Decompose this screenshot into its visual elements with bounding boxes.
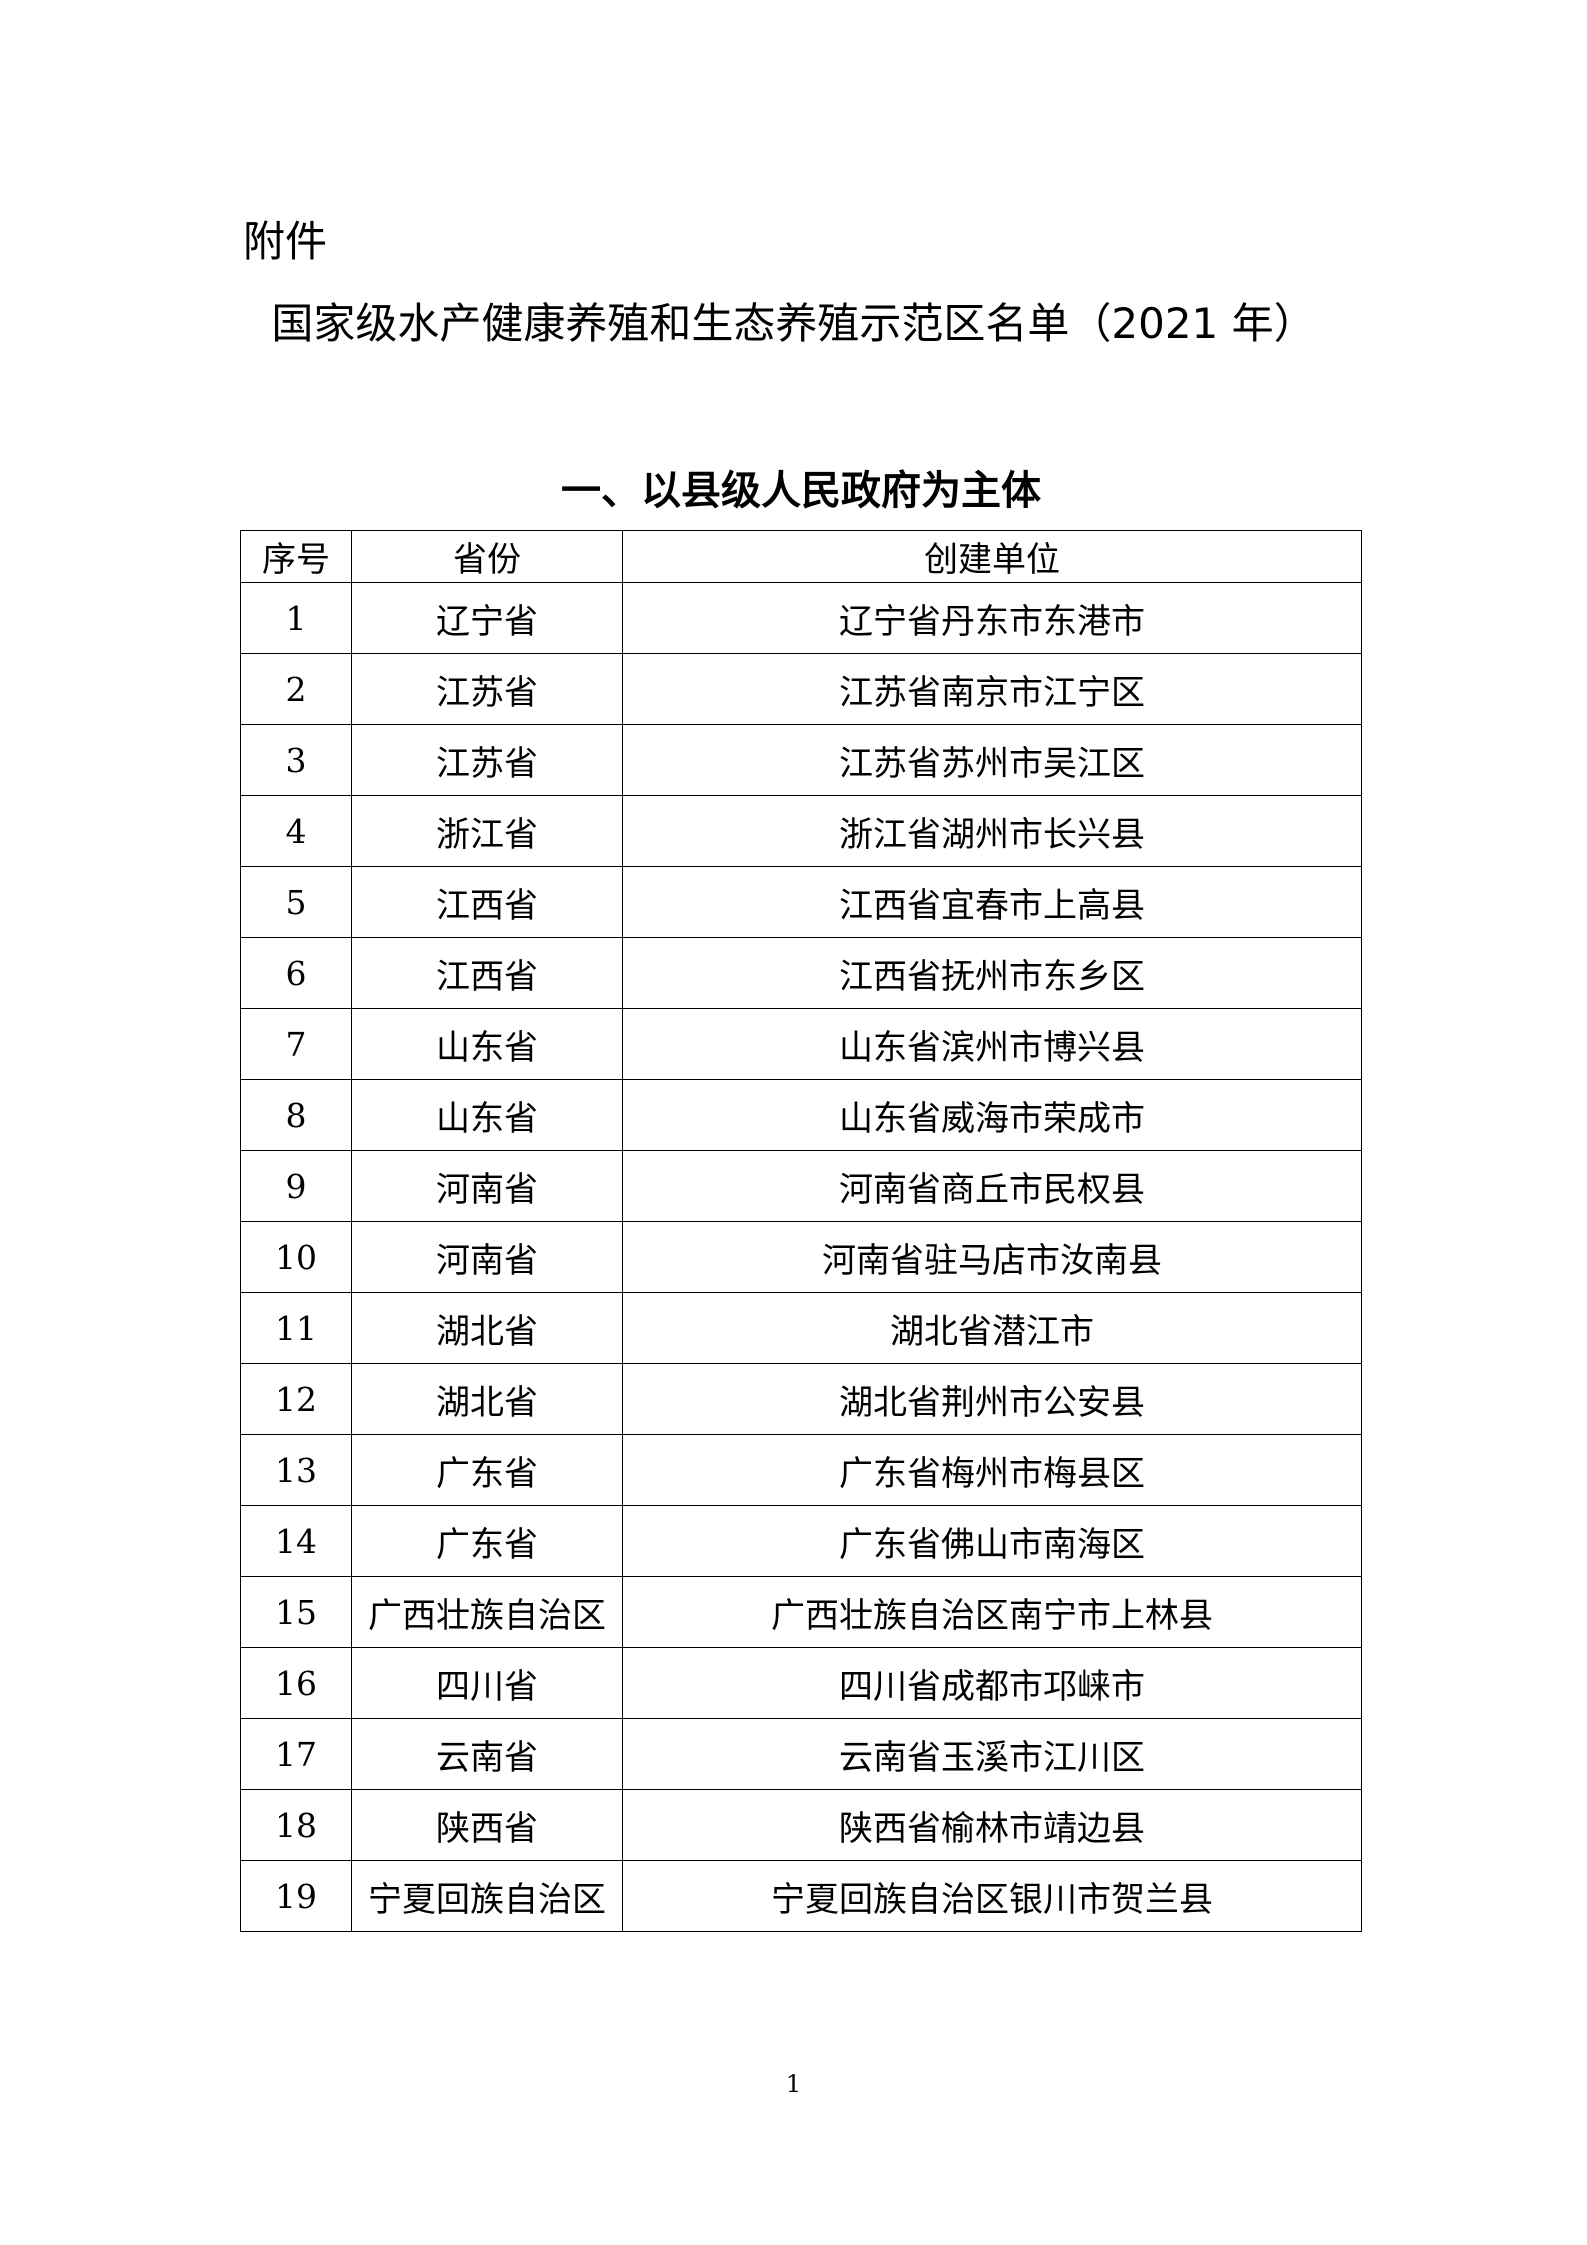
- cell-index: 9: [240, 1150, 352, 1222]
- cell-index: 6: [240, 937, 352, 1009]
- cell-province: 广东省: [351, 1434, 623, 1506]
- table-row: 11 湖北省 湖北省潜江市: [240, 1292, 1362, 1364]
- header-province: 省份: [351, 530, 623, 583]
- cell-province: 浙江省: [351, 795, 623, 867]
- cell-index: 5: [240, 866, 352, 938]
- table-row: 14 广东省 广东省佛山市南海区: [240, 1505, 1362, 1577]
- table-row: 7 山东省 山东省滨州市博兴县: [240, 1008, 1362, 1080]
- cell-province: 山东省: [351, 1079, 623, 1151]
- cell-unit: 江西省抚州市东乡区: [622, 937, 1362, 1009]
- cell-unit: 陕西省榆林市靖边县: [622, 1789, 1362, 1861]
- cell-unit: 云南省玉溪市江川区: [622, 1718, 1362, 1790]
- cell-index: 1: [240, 582, 352, 654]
- cell-index: 17: [240, 1718, 352, 1790]
- cell-index: 15: [240, 1576, 352, 1648]
- table-row: 1 辽宁省 辽宁省丹东市东港市: [240, 582, 1362, 654]
- table-row: 15 广西壮族自治区 广西壮族自治区南宁市上林县: [240, 1576, 1362, 1648]
- cell-index: 18: [240, 1789, 352, 1861]
- cell-index: 3: [240, 724, 352, 796]
- table-header-row: 序号 省份 创建单位: [240, 530, 1362, 583]
- section-heading: 一、以县级人民政府为主体: [561, 468, 1041, 514]
- cell-index: 2: [240, 653, 352, 725]
- cell-province: 河南省: [351, 1221, 623, 1293]
- attachment-label: 附件: [243, 217, 328, 266]
- cell-province: 云南省: [351, 1718, 623, 1790]
- table-row: 3 江苏省 江苏省苏州市吴江区: [240, 724, 1362, 796]
- table-row: 8 山东省 山东省威海市荣成市: [240, 1079, 1362, 1151]
- document-title: 国家级水产健康养殖和生态养殖示范区名单（2021 年）: [271, 299, 1316, 348]
- table-row: 18 陕西省 陕西省榆林市靖边县: [240, 1789, 1362, 1861]
- cell-province: 陕西省: [351, 1789, 623, 1861]
- table-row: 12 湖北省 湖北省荆州市公安县: [240, 1363, 1362, 1435]
- cell-index: 16: [240, 1647, 352, 1719]
- table-row: 17 云南省 云南省玉溪市江川区: [240, 1718, 1362, 1790]
- cell-index: 12: [240, 1363, 352, 1435]
- cell-unit: 江苏省南京市江宁区: [622, 653, 1362, 725]
- table-row: 4 浙江省 浙江省湖州市长兴县: [240, 795, 1362, 867]
- cell-index: 8: [240, 1079, 352, 1151]
- cell-unit: 四川省成都市邛崃市: [622, 1647, 1362, 1719]
- cell-unit: 河南省驻马店市汝南县: [622, 1221, 1362, 1293]
- cell-index: 13: [240, 1434, 352, 1506]
- cell-unit: 河南省商丘市民权县: [622, 1150, 1362, 1222]
- cell-unit: 山东省滨州市博兴县: [622, 1008, 1362, 1080]
- demo-zone-table: 序号 省份 创建单位 1 辽宁省 辽宁省丹东市东港市 2 江苏省 江苏省南京市江宁区 3 江苏…: [240, 530, 1362, 1932]
- cell-unit: 广东省梅州市梅县区: [622, 1434, 1362, 1506]
- cell-index: 19: [240, 1860, 352, 1932]
- cell-province: 广西壮族自治区: [351, 1576, 623, 1648]
- cell-unit: 浙江省湖州市长兴县: [622, 795, 1362, 867]
- header-unit: 创建单位: [622, 530, 1362, 583]
- cell-province: 河南省: [351, 1150, 623, 1222]
- cell-province: 四川省: [351, 1647, 623, 1719]
- table-row: 16 四川省 四川省成都市邛崃市: [240, 1647, 1362, 1719]
- table-row: 13 广东省 广东省梅州市梅县区: [240, 1434, 1362, 1506]
- table-row: 10 河南省 河南省驻马店市汝南县: [240, 1221, 1362, 1293]
- cell-unit: 江西省宜春市上高县: [622, 866, 1362, 938]
- cell-province: 辽宁省: [351, 582, 623, 654]
- cell-unit: 广东省佛山市南海区: [622, 1505, 1362, 1577]
- cell-province: 江西省: [351, 937, 623, 1009]
- cell-province: 广东省: [351, 1505, 623, 1577]
- table-row: 19 宁夏回族自治区 宁夏回族自治区银川市贺兰县: [240, 1860, 1362, 1932]
- cell-province: 山东省: [351, 1008, 623, 1080]
- table-row: 2 江苏省 江苏省南京市江宁区: [240, 653, 1362, 725]
- cell-index: 11: [240, 1292, 352, 1364]
- page-number: 1: [785, 2070, 802, 2098]
- cell-unit: 辽宁省丹东市东港市: [622, 582, 1362, 654]
- table-row: 9 河南省 河南省商丘市民权县: [240, 1150, 1362, 1222]
- cell-unit: 江苏省苏州市吴江区: [622, 724, 1362, 796]
- header-index: 序号: [240, 530, 352, 583]
- cell-index: 10: [240, 1221, 352, 1293]
- table-row: 5 江西省 江西省宜春市上高县: [240, 866, 1362, 938]
- cell-province: 湖北省: [351, 1363, 623, 1435]
- cell-province: 江西省: [351, 866, 623, 938]
- cell-unit: 湖北省潜江市: [622, 1292, 1362, 1364]
- cell-index: 4: [240, 795, 352, 867]
- table-row: 6 江西省 江西省抚州市东乡区: [240, 937, 1362, 1009]
- cell-unit: 广西壮族自治区南宁市上林县: [622, 1576, 1362, 1648]
- cell-unit: 湖北省荆州市公安县: [622, 1363, 1362, 1435]
- cell-index: 14: [240, 1505, 352, 1577]
- cell-province: 宁夏回族自治区: [351, 1860, 623, 1932]
- cell-province: 江苏省: [351, 653, 623, 725]
- cell-province: 湖北省: [351, 1292, 623, 1364]
- cell-index: 7: [240, 1008, 352, 1080]
- cell-unit: 宁夏回族自治区银川市贺兰县: [622, 1860, 1362, 1932]
- cell-province: 江苏省: [351, 724, 623, 796]
- cell-unit: 山东省威海市荣成市: [622, 1079, 1362, 1151]
